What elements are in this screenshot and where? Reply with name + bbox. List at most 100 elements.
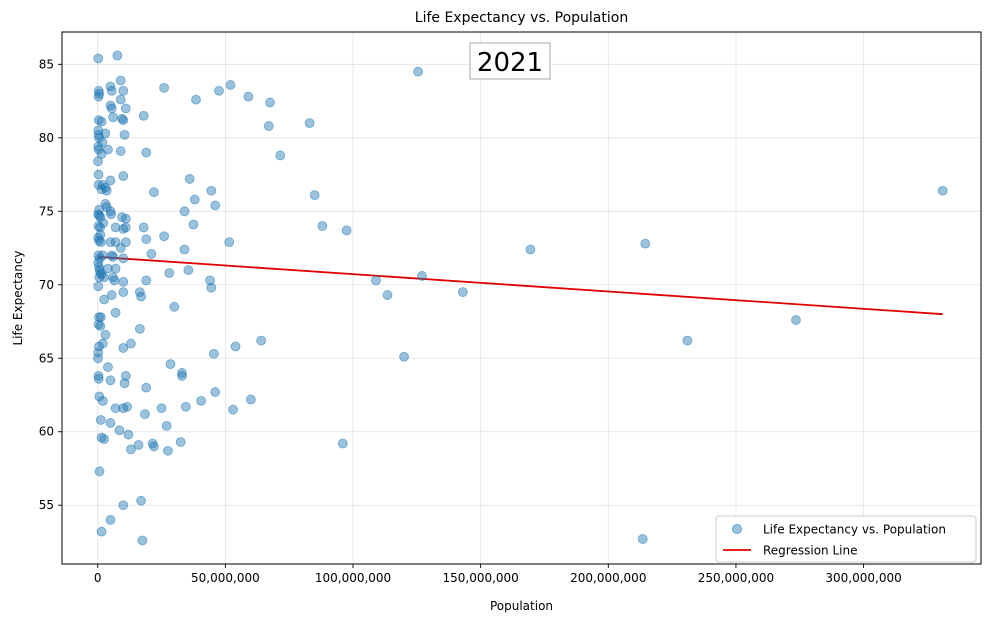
data-point — [96, 184, 107, 195]
data-point — [637, 534, 648, 544]
data-point — [95, 321, 106, 331]
y-tick-label: 55 — [39, 498, 54, 512]
data-point — [119, 378, 130, 389]
data-point — [118, 115, 129, 126]
data-point — [93, 281, 104, 292]
data-point — [188, 219, 199, 230]
data-point — [105, 375, 116, 386]
data-point — [265, 97, 275, 108]
data-point — [210, 200, 221, 211]
data-point — [156, 403, 167, 414]
data-point — [179, 206, 190, 217]
data-point — [93, 53, 104, 64]
data-point — [224, 237, 235, 248]
data-point — [106, 85, 117, 96]
year-annotation: 2021 — [469, 42, 551, 80]
data-point — [177, 368, 187, 378]
data-point — [105, 237, 116, 248]
data-point — [179, 244, 190, 255]
data-point — [93, 370, 104, 381]
data-point — [161, 420, 172, 431]
data-point — [382, 290, 393, 300]
data-point — [243, 91, 254, 102]
data-point — [94, 235, 104, 246]
data-point — [103, 362, 113, 372]
data-point — [108, 251, 118, 262]
legend-label-regression: Regression Line — [763, 544, 857, 558]
y-tick-label: 60 — [39, 425, 54, 439]
data-point — [93, 319, 104, 330]
data-point — [118, 287, 129, 298]
data-point — [106, 209, 116, 220]
data-point — [169, 301, 180, 312]
data-point — [138, 222, 149, 233]
data-point — [937, 185, 948, 196]
data-point — [413, 66, 424, 77]
data-point — [208, 348, 219, 359]
legend-label-scatter: Life Expectancy vs. Population — [763, 523, 946, 537]
data-point — [159, 82, 170, 93]
data-point — [110, 222, 121, 233]
data-point — [96, 116, 107, 127]
x-tick-label: 300,000,000 — [825, 571, 901, 585]
data-point — [117, 113, 127, 124]
data-point — [94, 88, 105, 99]
data-point — [119, 129, 130, 140]
data-point — [263, 121, 274, 131]
data-point — [126, 444, 136, 455]
scatter-points — [93, 50, 948, 546]
data-point — [93, 353, 103, 364]
data-point — [105, 175, 116, 186]
data-point — [95, 415, 106, 425]
legend-marker-scatter — [732, 524, 742, 534]
data-point — [309, 190, 320, 201]
data-point — [228, 404, 238, 415]
data-point — [106, 103, 117, 114]
data-point — [93, 156, 103, 167]
data-point — [106, 250, 117, 261]
data-point — [118, 253, 129, 264]
data-point — [120, 370, 131, 381]
plot-frame — [61, 31, 982, 565]
x-tick-label: 250,000,000 — [698, 571, 774, 585]
data-point — [165, 359, 176, 370]
data-point — [110, 263, 121, 274]
y-tick-label: 80 — [39, 131, 54, 145]
data-point — [96, 526, 107, 537]
x-tick-label: 150,000,000 — [442, 571, 518, 585]
data-point — [94, 210, 105, 221]
data-point — [189, 194, 200, 205]
data-point — [140, 409, 150, 419]
legend-box — [715, 515, 977, 563]
data-point — [148, 441, 159, 452]
data-point — [105, 418, 116, 428]
data-point — [163, 445, 173, 456]
data-point — [126, 338, 136, 349]
data-point — [97, 395, 108, 406]
y-tick-label: 75 — [39, 204, 54, 218]
data-point — [110, 307, 121, 318]
data-point — [206, 185, 217, 196]
data-point — [109, 275, 120, 286]
data-point — [159, 231, 170, 242]
data-point — [206, 282, 217, 293]
y-axis-ticks: 55 60 65 70 75 80 85 — [39, 57, 62, 512]
data-point — [95, 237, 106, 248]
data-point — [246, 394, 256, 405]
data-point — [118, 224, 129, 234]
data-point — [371, 275, 381, 286]
data-point — [230, 341, 241, 352]
data-point — [110, 403, 121, 414]
data-point — [141, 382, 152, 393]
x-axis-label: Population — [490, 599, 553, 613]
data-point — [214, 85, 224, 96]
data-point — [304, 118, 315, 129]
data-point — [115, 146, 126, 156]
x-tick-label: 50,000,000 — [191, 571, 260, 585]
regression-layer — [97, 255, 943, 316]
data-point — [141, 275, 152, 286]
data-point — [112, 50, 123, 61]
data-point — [399, 351, 409, 362]
data-point — [525, 244, 536, 255]
